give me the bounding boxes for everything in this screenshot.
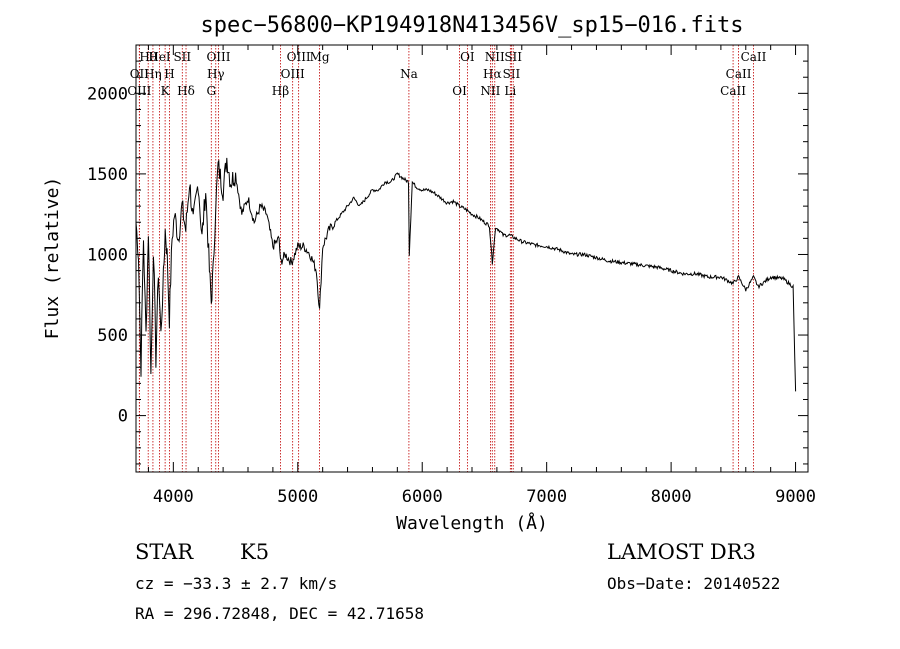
line-marker-label: OI [452, 84, 467, 98]
coordinates: RA = 296.72848, DEC = 42.71658 [135, 604, 424, 623]
line-marker-label: H [164, 67, 174, 81]
y-tick-label: 1500 [87, 165, 128, 185]
line-marker-label: Na [400, 67, 418, 81]
line-marker-label: CaII [720, 84, 746, 98]
y-axis-title: Flux (relative) [42, 177, 63, 340]
line-marker-label: SII [503, 67, 521, 81]
line-marker-label: HeI [148, 50, 171, 64]
line-marker-label: Li [504, 84, 516, 98]
emission-line-markers: HθOIIOIIIHeIHηKSIIHHδOIIIHγGOIIIOIIIHβMg… [127, 45, 767, 472]
x-tick-label: 6000 [402, 487, 443, 507]
line-marker-label: OIII [287, 50, 311, 64]
line-marker-label: G [206, 84, 216, 98]
line-marker-label: Hδ [177, 84, 195, 98]
y-tick-label: 500 [97, 326, 128, 346]
survey-name: LAMOST DR3 [607, 540, 756, 564]
object-class: STAR [135, 540, 194, 564]
chart-title: spec−56800−KP194918N413456V_sp15−016.fit… [200, 13, 743, 38]
y-tick-label: 2000 [87, 84, 128, 104]
line-marker-label: Mg [310, 50, 330, 64]
x-tick-label: 7000 [526, 487, 567, 507]
axis-ticks: 4000 5000 6000 7000 8000 9000 0 500 1000 1500 2000 [87, 44, 816, 507]
x-tick-label: 5000 [277, 487, 318, 507]
line-marker-label: SII [173, 50, 191, 64]
line-marker-label: CaII [741, 50, 767, 64]
line-marker-label: Hγ [207, 67, 225, 81]
line-marker-label: Hη [144, 67, 162, 81]
line-marker-label: NII [480, 84, 500, 98]
line-marker-label: OIII [206, 50, 230, 64]
line-marker-label: K [161, 84, 171, 98]
line-marker-label: OI [460, 50, 475, 64]
line-marker-label: CaII [726, 67, 752, 81]
line-marker-label: OII [130, 67, 150, 81]
line-marker-label: OIII [127, 84, 151, 98]
x-tick-label: 4000 [153, 487, 194, 507]
line-marker-label: Hβ [272, 84, 289, 98]
plot-frame [135, 44, 809, 473]
line-marker-label: Hα [483, 67, 502, 81]
y-tick-label: 1000 [87, 245, 128, 265]
object-subclass: K5 [240, 540, 270, 564]
x-tick-label: 9000 [775, 487, 816, 507]
observation-date: Obs−Date: 20140522 [607, 574, 781, 593]
line-marker-label: SII [504, 50, 522, 64]
line-marker-label: NII [485, 50, 505, 64]
x-axis-title: Wavelength (Å) [396, 512, 548, 534]
line-marker-label: OIII [281, 67, 305, 81]
x-tick-label: 8000 [651, 487, 692, 507]
y-tick-label: 0 [118, 407, 128, 427]
redshift-velocity: cz = −33.3 ± 2.7 km/s [135, 574, 338, 593]
spectrum-series-line [135, 157, 797, 392]
